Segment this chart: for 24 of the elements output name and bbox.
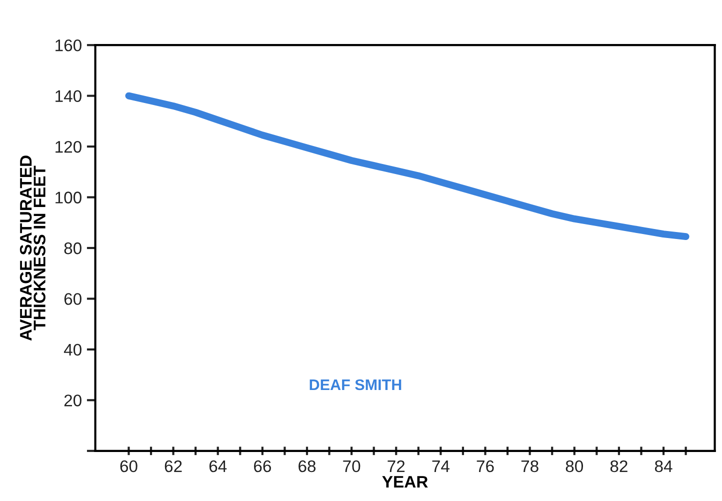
x-tick-label: 60: [120, 460, 138, 472]
x-tick-label: 76: [476, 460, 494, 472]
y-tick-label: 80: [64, 242, 82, 254]
x-tick-label: 68: [298, 460, 316, 472]
y-tick-label: 20: [64, 394, 82, 406]
y-tick-label: 140: [56, 90, 82, 102]
x-tick-label: 78: [521, 460, 538, 472]
x-tick-label: 66: [254, 460, 271, 472]
x-axis-title: YEAR: [382, 476, 428, 488]
x-tick-label: 74: [432, 460, 450, 472]
y-tick-label: 160: [56, 39, 82, 52]
y-tick-label: 60: [64, 293, 82, 305]
text: DEAF SMITH: [310, 379, 402, 390]
x-tick-label: 72: [388, 460, 405, 472]
x-tick-label: 82: [610, 460, 628, 472]
x-tick-label: 84: [654, 460, 672, 472]
x-tick-label: 80: [566, 460, 584, 472]
y-tick-label: 40: [64, 344, 82, 356]
x-tick-label: 64: [209, 460, 227, 472]
x-tick-label: 62: [164, 460, 182, 472]
y-tick-label: 120: [56, 140, 82, 153]
y-axis-title: AVERAGE SATURATED THICKNESS IN FEET: [20, 156, 46, 341]
x-tick-label: 70: [343, 460, 360, 472]
y-tick-label: 100: [56, 192, 82, 204]
